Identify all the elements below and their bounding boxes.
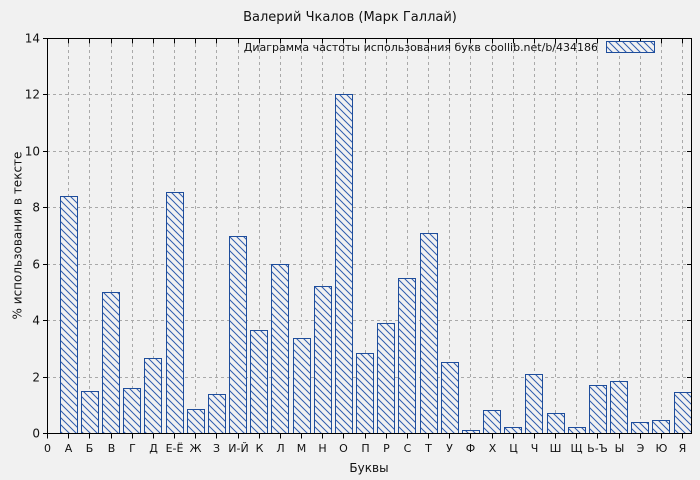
x-tick-label: Х xyxy=(489,442,497,455)
x-tick-label: Ы xyxy=(615,442,625,455)
frequency-bar xyxy=(187,409,205,434)
x-tick-label: И-Й xyxy=(228,442,248,455)
frequency-bar xyxy=(631,422,649,434)
frequency-bar xyxy=(398,278,416,434)
legend-label: Диаграмма частоты использования букв coo… xyxy=(244,41,598,54)
x-tick-label: Н xyxy=(318,442,326,455)
frequency-bar xyxy=(504,427,522,434)
x-tick-label: Г xyxy=(129,442,136,455)
x-tick-label: Б xyxy=(86,442,94,455)
frequency-bar xyxy=(123,388,141,434)
y-tick-label: 0 xyxy=(32,427,40,441)
x-tick-label: Р xyxy=(383,442,390,455)
x-tick-label: Ж xyxy=(190,442,202,455)
y-tick-label: 8 xyxy=(32,201,40,215)
frequency-bar xyxy=(271,264,289,434)
y-tick-label: 6 xyxy=(32,258,40,272)
y-tick-label: 10 xyxy=(25,145,40,159)
x-tick-label: С xyxy=(404,442,412,455)
y-tick-label: 12 xyxy=(25,88,40,102)
x-tick-label: К xyxy=(256,442,264,455)
x-tick-label: 0 xyxy=(44,442,51,455)
frequency-bar xyxy=(60,196,78,434)
frequency-bar xyxy=(377,323,395,434)
frequency-bar xyxy=(314,286,332,434)
x-tick-label: Э xyxy=(637,442,645,455)
x-tick-label: А xyxy=(65,442,73,455)
frequency-bar xyxy=(652,420,670,434)
frequency-bar xyxy=(208,394,226,434)
x-tick-label: Ш xyxy=(550,442,562,455)
chart-title: Валерий Чкалов (Марк Галлай) xyxy=(243,10,457,25)
y-tick-label: 2 xyxy=(32,371,40,385)
frequency-bar xyxy=(335,94,353,434)
x-tick-label: Д xyxy=(149,442,158,455)
frequency-bar xyxy=(356,353,374,434)
y-tick-label: 4 xyxy=(32,314,40,328)
x-tick-label: М xyxy=(297,442,307,455)
frequency-bar xyxy=(250,330,268,434)
x-tick-label: Щ xyxy=(570,442,582,455)
frequency-bar xyxy=(102,292,120,434)
x-tick-label: П xyxy=(361,442,369,455)
frequency-bar xyxy=(589,385,607,434)
x-tick-label: О xyxy=(339,442,348,455)
frequency-bar xyxy=(568,427,586,434)
x-tick-label: Ч xyxy=(531,442,539,455)
x-tick-label: Л xyxy=(276,442,284,455)
frequency-bar xyxy=(144,358,162,434)
frequency-bar xyxy=(547,413,565,434)
frequency-bar xyxy=(81,391,99,434)
x-tick-label: Ь-Ъ xyxy=(587,442,608,455)
frequency-bar xyxy=(525,374,543,434)
frequency-bar xyxy=(229,236,247,434)
x-tick-label: Т xyxy=(424,442,432,455)
frequency-bar xyxy=(420,233,438,434)
plot-border xyxy=(47,38,692,434)
x-tick-label: В xyxy=(108,442,116,455)
frequency-bar xyxy=(610,381,628,434)
frequency-bar xyxy=(441,362,459,434)
x-tick-label: Ю xyxy=(656,442,668,455)
y-tick-label: 14 xyxy=(25,32,40,46)
x-tick-label: Е-Ё xyxy=(166,442,184,455)
frequency-bar xyxy=(293,338,311,434)
frequency-bar xyxy=(483,410,501,434)
x-axis-title: Буквы xyxy=(349,461,389,475)
x-tick-label: Я xyxy=(679,442,687,455)
x-tick-label: З xyxy=(213,442,220,455)
x-tick-label: Ф xyxy=(466,442,475,455)
frequency-bar xyxy=(674,392,692,434)
frequency-bar xyxy=(166,192,184,434)
gridlines xyxy=(47,38,691,433)
x-tick-label: У xyxy=(446,442,453,455)
legend-swatch-icon xyxy=(606,41,655,53)
x-tick-label: Ц xyxy=(509,442,518,455)
ticks-and-labels: 0 А Б В Г Д Е-Ё Ж З И-Й К Л М Н О П Р С Т У Ф Х Ц Ч Ш Щ Ь-Ъ Ы Э Ю Я 0 2 4… xyxy=(25,32,691,455)
